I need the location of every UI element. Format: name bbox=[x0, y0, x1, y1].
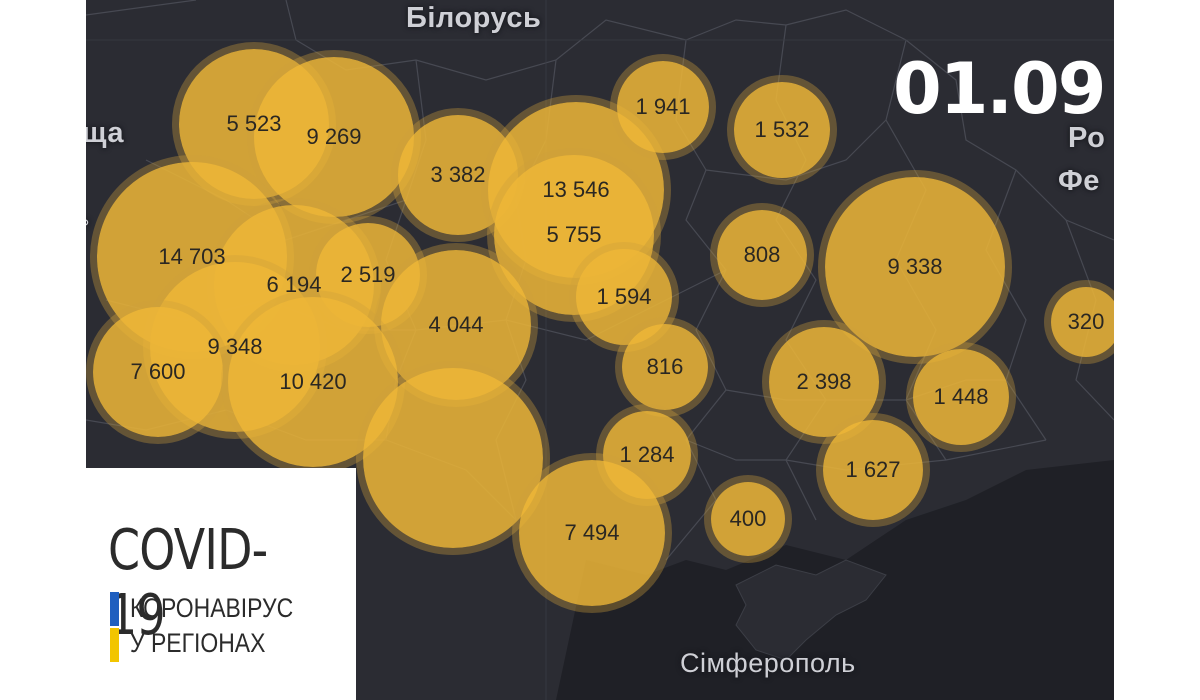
place-label-degree: 0° bbox=[86, 215, 90, 241]
place-label-belarus: Білорусь bbox=[406, 2, 542, 34]
flag-yellow-stripe bbox=[110, 628, 119, 662]
date-label: 01.09 bbox=[893, 48, 1106, 130]
case-bubble[interactable] bbox=[825, 177, 1005, 357]
place-label-russia-1: Ро bbox=[1068, 122, 1106, 154]
legend-subtitle-line-2: У РЕГІОНАХ bbox=[130, 628, 266, 658]
case-bubble[interactable] bbox=[1051, 287, 1114, 357]
case-bubble[interactable] bbox=[617, 61, 709, 153]
case-count-label: 320 bbox=[1067, 309, 1105, 334]
case-count-label: 5 755 bbox=[546, 222, 602, 247]
case-count-label: 808 bbox=[743, 242, 781, 267]
case-count-label: 9 338 bbox=[887, 254, 943, 279]
case-bubble[interactable] bbox=[519, 460, 665, 606]
case-count-label: 2 519 bbox=[340, 262, 396, 287]
case-count-label: 2 398 bbox=[796, 369, 852, 394]
case-bubble[interactable] bbox=[717, 210, 807, 300]
case-bubble[interactable] bbox=[769, 327, 879, 437]
case-count-label: 4 044 bbox=[428, 312, 484, 337]
place-label-simferopol: Сімферополь bbox=[680, 648, 856, 678]
case-count-label: 7 600 bbox=[130, 359, 186, 384]
case-count-label: 6 194 bbox=[266, 272, 322, 297]
case-count-label: 3 382 bbox=[430, 162, 486, 187]
case-bubble[interactable] bbox=[363, 368, 543, 548]
case-count-label: 1 627 bbox=[845, 457, 901, 482]
case-bubble[interactable] bbox=[622, 324, 708, 410]
flag-blue-stripe bbox=[110, 592, 119, 626]
case-bubble[interactable] bbox=[711, 482, 785, 556]
case-count-label: 1 594 bbox=[596, 284, 652, 309]
case-bubble[interactable] bbox=[93, 307, 223, 437]
case-count-label: 1 448 bbox=[933, 384, 989, 409]
case-count-label: 9 348 bbox=[207, 334, 263, 359]
case-count-label: 5 523 bbox=[226, 111, 282, 136]
case-bubble[interactable] bbox=[734, 82, 830, 178]
case-bubble[interactable] bbox=[254, 57, 414, 217]
case-count-label: 10 420 bbox=[279, 369, 347, 394]
case-count-label: 13 546 bbox=[542, 177, 610, 202]
legend-panel: COVID-19 КОРОНАВІРУС У РЕГІОНАХ bbox=[86, 468, 356, 700]
map-base bbox=[86, 0, 1114, 700]
case-count-label: 9 269 bbox=[306, 124, 362, 149]
case-count-label: 1 284 bbox=[619, 442, 675, 467]
case-bubble[interactable] bbox=[823, 420, 923, 520]
case-count-label: 1 941 bbox=[635, 94, 691, 119]
case-count-label: 400 bbox=[729, 506, 767, 531]
case-count-label: 1 532 bbox=[754, 117, 810, 142]
case-count-label: 14 703 bbox=[158, 244, 226, 269]
place-label-poland: ща bbox=[86, 117, 124, 149]
legend-subtitle-line-1: КОРОНАВІРУС bbox=[130, 593, 294, 623]
case-count-label: 816 bbox=[646, 354, 684, 379]
place-label-russia-2: Фе bbox=[1058, 165, 1100, 197]
case-bubble[interactable] bbox=[913, 349, 1009, 445]
case-count-label: 7 494 bbox=[564, 520, 620, 545]
